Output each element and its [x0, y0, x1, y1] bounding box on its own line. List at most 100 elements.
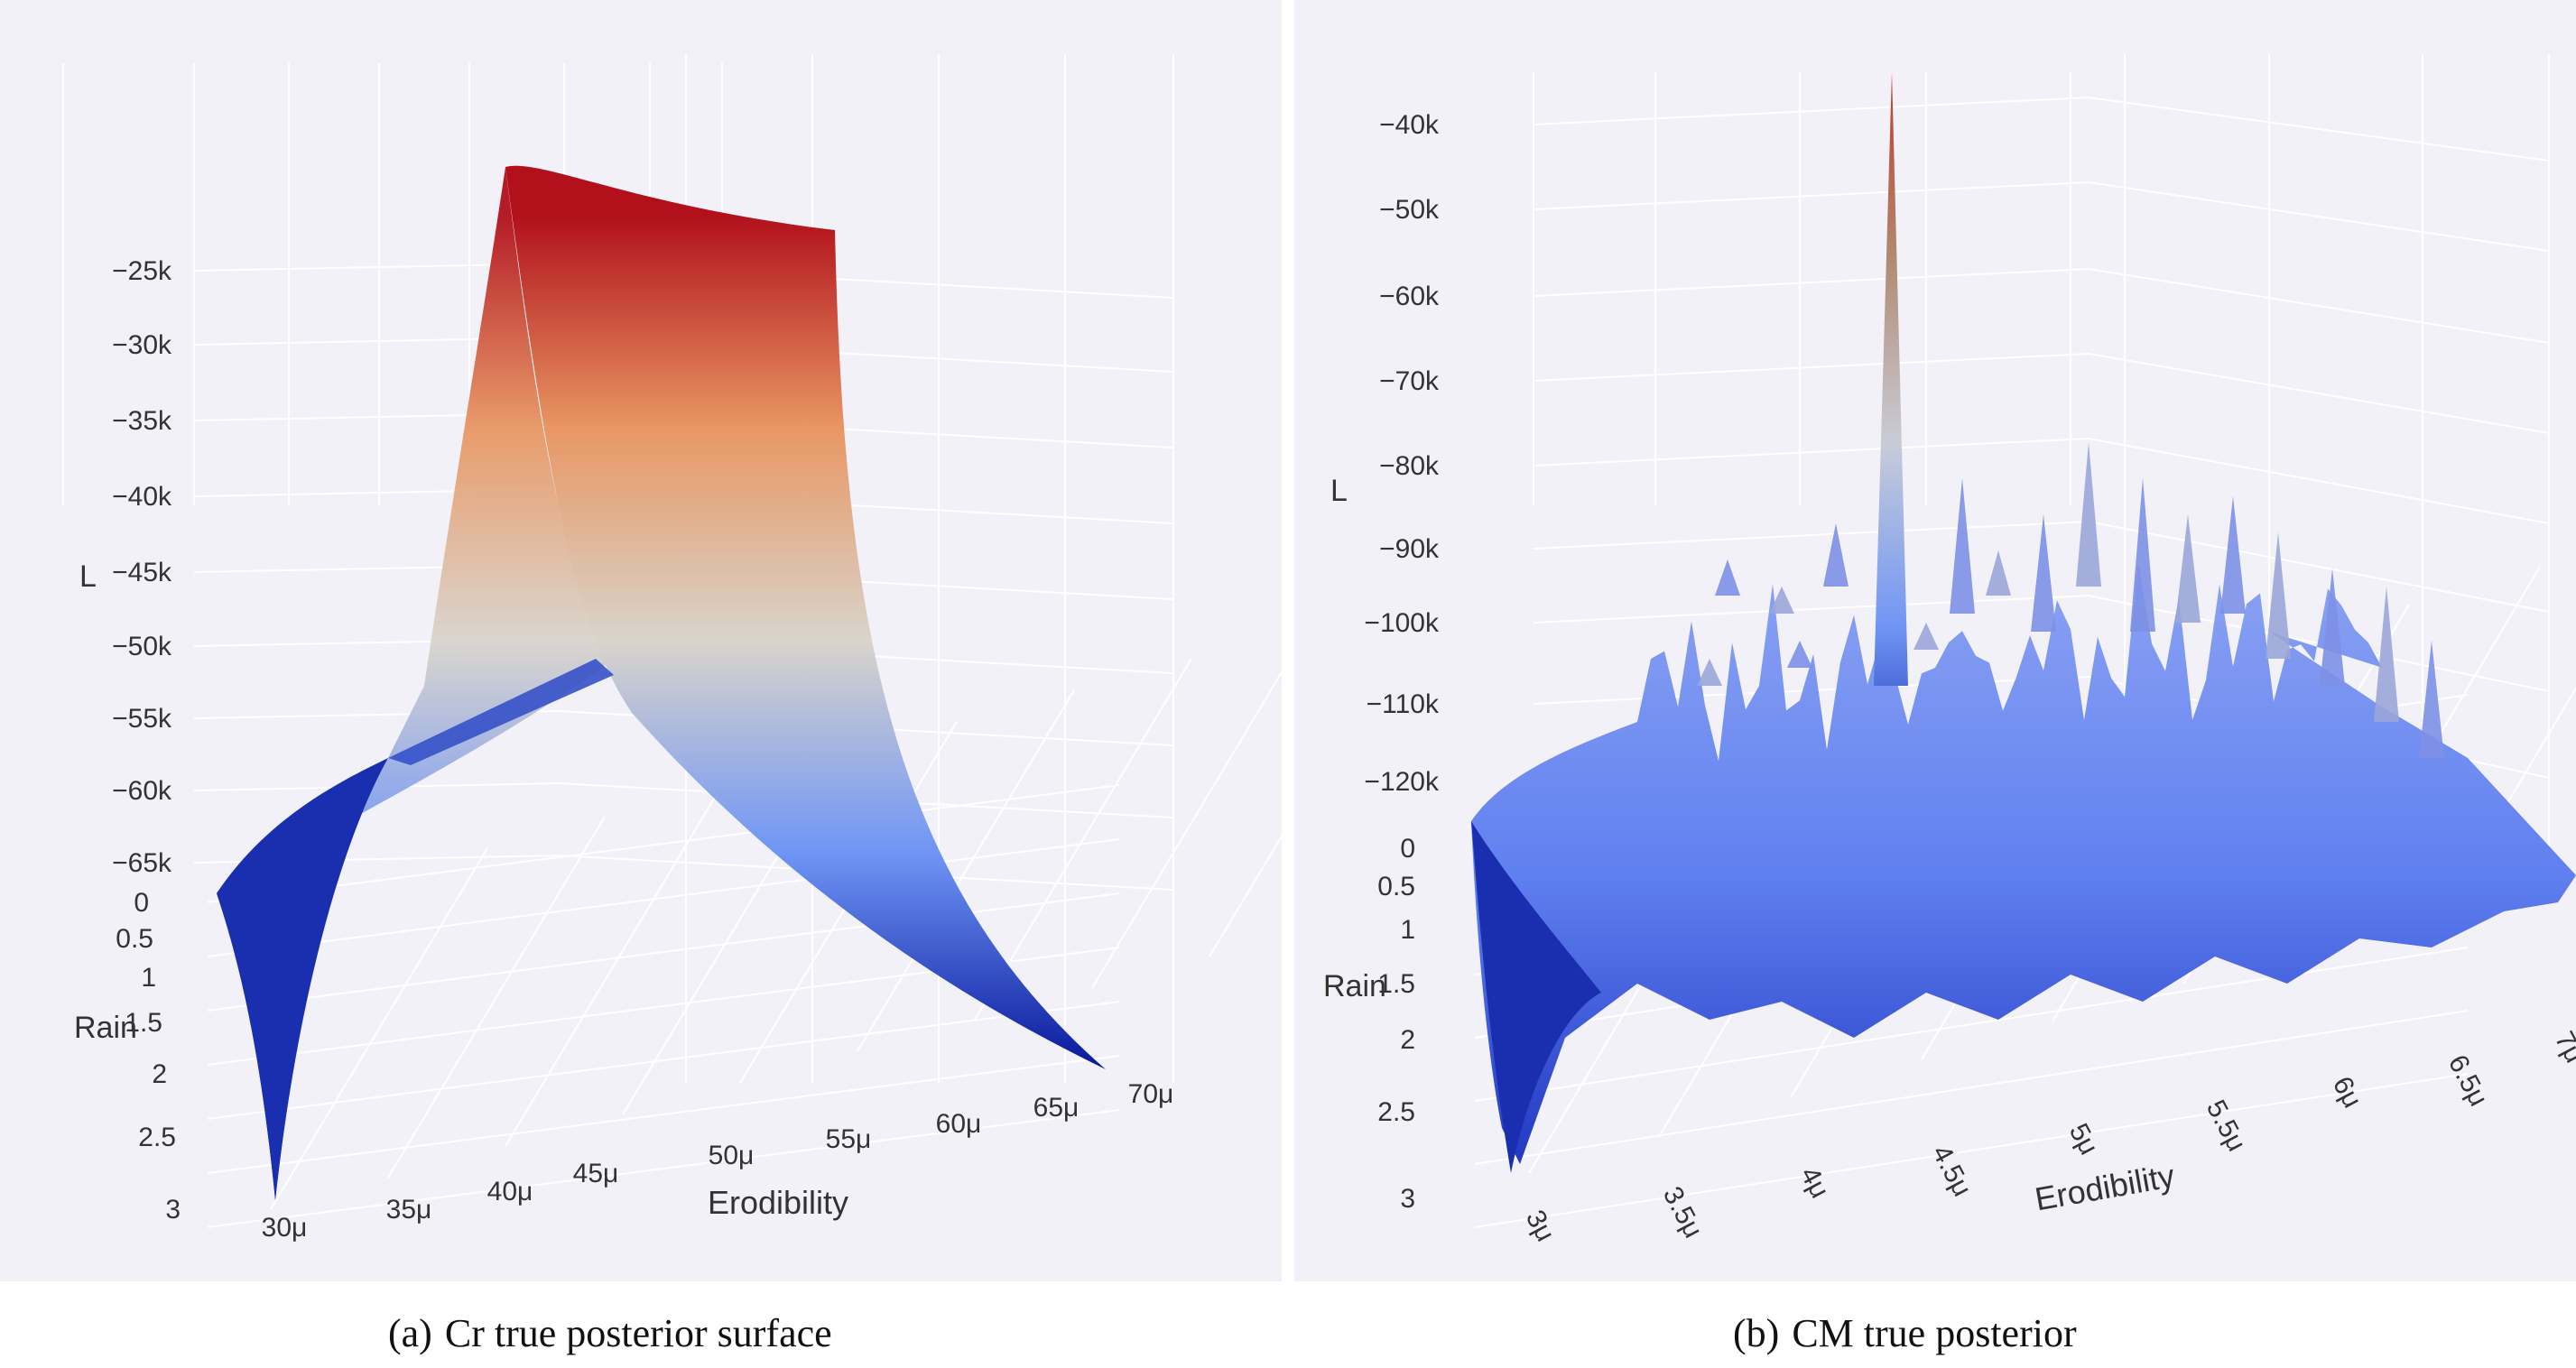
- grid-zline: [2088, 521, 2550, 613]
- grid-floor-line: [207, 1001, 1120, 1120]
- surface-front-edge: [217, 758, 388, 1200]
- x-tick-label: 30μ: [262, 1213, 308, 1243]
- grid-floor-line: [207, 784, 1120, 903]
- x-tick-label: 5μ: [2063, 1119, 2104, 1160]
- grid-zline: [1533, 181, 2090, 210]
- surface-ridge-face: [505, 165, 1106, 1069]
- y-tick-label: 3: [165, 1195, 181, 1225]
- surface-spike: [1715, 559, 1740, 596]
- x-tick-label: 45μ: [573, 1159, 619, 1188]
- grid-floor-line: [857, 689, 1075, 1052]
- caption-a-text: Cr true posterior surface: [444, 1311, 832, 1355]
- grid-zline: [1533, 268, 2090, 297]
- y-tick-label: 2: [1400, 1025, 1415, 1055]
- x-tick-label: 60μ: [936, 1109, 982, 1139]
- z-tick-label: −60k: [112, 776, 172, 806]
- x-axis-title: Erodibility: [708, 1184, 848, 1221]
- surface-spike: [2130, 478, 2155, 632]
- y-tick-label: 1: [141, 963, 156, 993]
- gridlines: [1474, 54, 2576, 1228]
- x-tick-label: 55μ: [826, 1124, 872, 1154]
- chart-panel-cr: −25k −30k −35k −40k −45k −50k −55k −60k −65k L 0 0.…: [0, 0, 1282, 1281]
- grid-zline: [2088, 353, 2550, 434]
- x-tick-label: 7μ: [2549, 1027, 2576, 1068]
- grid-zline: [1533, 353, 2090, 382]
- caption-b: (b) CM true posterior: [1733, 1310, 2077, 1356]
- y-tick-label: 0.5: [1377, 872, 1415, 901]
- grid-zline: [1533, 521, 2090, 550]
- z-tick-label: −65k: [112, 848, 172, 878]
- z-tick-label: −70k: [1379, 366, 1440, 396]
- x-axis-title: Erodibility: [2032, 1157, 2177, 1217]
- caption-b-text: CM true posterior: [1792, 1311, 2077, 1355]
- z-axis-title: L: [1330, 474, 1348, 508]
- z-tick-label: −60k: [1379, 282, 1440, 311]
- y-tick-label: 0.5: [116, 924, 153, 954]
- x-tick-label: 6μ: [2327, 1072, 2368, 1113]
- y-tick-label: 1.5: [1377, 969, 1415, 999]
- grid-zline: [2088, 97, 2550, 162]
- grid-floor-line: [387, 816, 606, 1179]
- z-tick-label: −50k: [112, 632, 172, 661]
- z-tick-label: −45k: [112, 558, 172, 587]
- surface-spike: [1769, 587, 1794, 614]
- y-tick-label: 0: [134, 888, 149, 918]
- caption-a: (a) Cr true posterior surface: [388, 1310, 832, 1356]
- surface-noisy-base: [1471, 560, 2576, 1164]
- z-tick-label: −25k: [112, 256, 172, 286]
- surface-spike: [2374, 587, 2399, 722]
- z-tick-label: −55k: [112, 704, 172, 734]
- grid-zline: [2088, 268, 2550, 344]
- y-axis-title: Rain: [1323, 969, 1386, 1003]
- x-tick-label: 40μ: [487, 1177, 533, 1206]
- x-tick-label: 50μ: [709, 1141, 755, 1170]
- surface-saddle-line: [388, 659, 614, 765]
- x-tick-label: 3.5μ: [1657, 1182, 1709, 1243]
- surface-plot-cm: −40k −50k −60k −70k −80k −90k −100k −110k −120k L…: [1323, 54, 2576, 1246]
- caption-b-label: (b): [1733, 1311, 1780, 1355]
- surface-spike: [1913, 623, 1939, 650]
- z-tick-label: −40k: [112, 482, 172, 512]
- z-tick-label: −120k: [1364, 767, 1440, 797]
- grid-floor-line: [207, 1055, 1120, 1174]
- z-tick-label: −90k: [1379, 534, 1440, 564]
- x-tick-label: 6.5μ: [2442, 1050, 2494, 1112]
- caption-a-label: (a): [388, 1311, 432, 1355]
- surface-spike: [2419, 641, 2444, 758]
- x-tick-label: 4.5μ: [1926, 1141, 1978, 1202]
- y-tick-label: 1: [1400, 915, 1415, 945]
- z-axis-title: L: [79, 559, 97, 594]
- y-tick-label: 1.5: [125, 1008, 162, 1038]
- z-tick-label: −110k: [1367, 689, 1440, 719]
- y-tick-label: 0: [1400, 834, 1415, 864]
- z-tick-label: −100k: [1364, 608, 1440, 638]
- surface-spike: [2031, 514, 2056, 632]
- grid-floor-line: [1209, 834, 1282, 957]
- y-axis-title: Rain: [74, 1011, 137, 1045]
- surface-peak: [1874, 72, 1908, 686]
- z-tick-label: −50k: [1379, 195, 1440, 225]
- grid-floor-line: [1091, 670, 1282, 989]
- grid-zline: [2088, 181, 2550, 252]
- surface-spike: [1787, 641, 1812, 668]
- z-tick-label: −35k: [112, 406, 172, 436]
- x-tick-label: 3μ: [1520, 1206, 1561, 1246]
- z-tick-label: −30k: [112, 330, 172, 360]
- surface-spike: [2220, 496, 2246, 614]
- surface-spike: [2320, 568, 2345, 686]
- chart-panel-cm: −40k −50k −60k −70k −80k −90k −100k −110k −120k L…: [1294, 0, 2576, 1281]
- x-tick-label: 4μ: [1794, 1162, 1835, 1203]
- surface-plot-cr: −25k −30k −35k −40k −45k −50k −55k −60k −65k L 0 0.…: [62, 54, 1282, 1243]
- grid-floor-line: [505, 784, 723, 1147]
- y-tick-label: 2.5: [1377, 1097, 1415, 1127]
- surface-spike: [1986, 550, 2011, 596]
- grid-floor-line: [1474, 1073, 2469, 1228]
- surface-spike: [1697, 659, 1722, 686]
- surface: [1471, 72, 2576, 1173]
- surface-spike: [2076, 442, 2101, 587]
- surface-spike: [2266, 532, 2291, 659]
- grid-zline: [1533, 438, 2090, 467]
- grid-floor-line: [207, 838, 1120, 957]
- surface: [217, 165, 1106, 1200]
- x-tick-label: 35μ: [386, 1195, 432, 1225]
